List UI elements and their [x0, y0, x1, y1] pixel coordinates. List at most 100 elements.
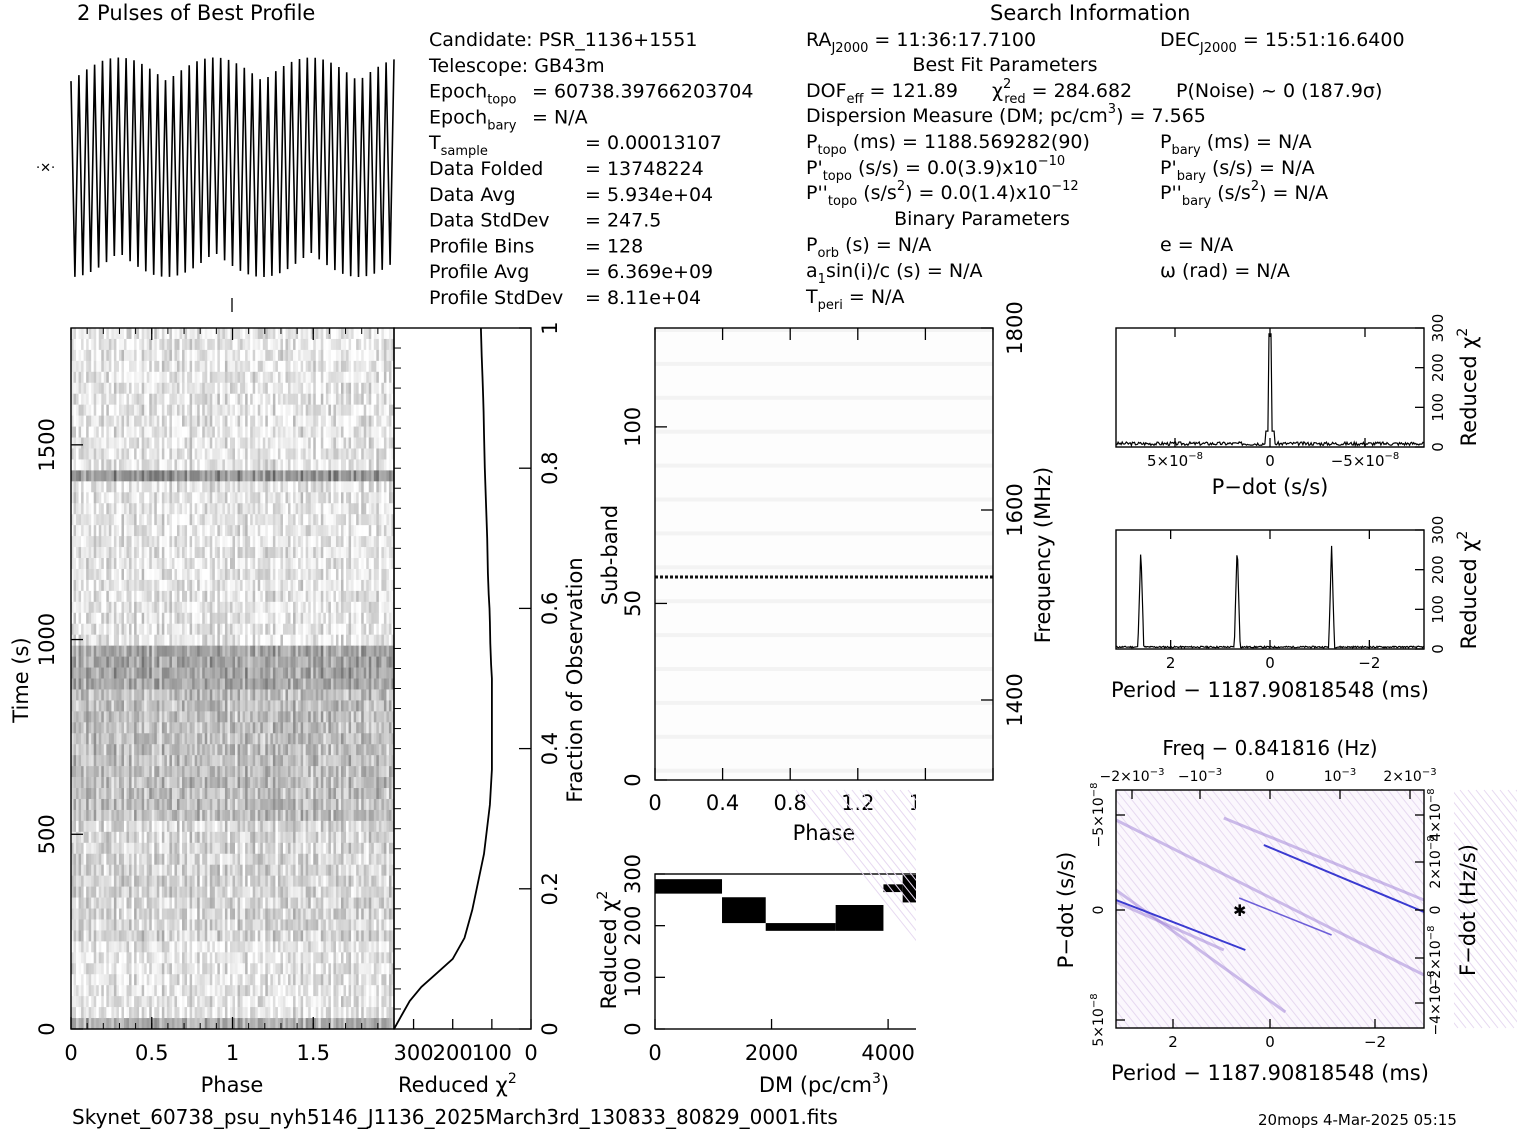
time-phase-cell [93, 459, 97, 471]
time-phase-cell [298, 645, 301, 657]
time-phase-cell [303, 371, 306, 384]
time-phase-cell [330, 656, 334, 668]
time-phase-cell [315, 349, 319, 362]
time-phase-cell [378, 558, 382, 570]
time-phase-cell [343, 448, 347, 460]
time-phase-cell [386, 536, 390, 548]
time-phase-cell [224, 470, 228, 482]
time-phase-cell [315, 503, 319, 515]
time-phase-cell [282, 678, 286, 690]
time-phase-cell [320, 514, 324, 526]
time-phase-cell [330, 612, 334, 625]
time-phase-cell [129, 623, 132, 635]
time-phase-cell [126, 645, 130, 657]
time-phase-cell [330, 470, 334, 482]
time-phase-cell [371, 700, 375, 712]
time-phase-cell [93, 536, 97, 548]
time-phase-cell [265, 360, 269, 373]
time-phase-cell [91, 711, 95, 723]
time-phase-cell [199, 481, 203, 493]
time-phase-cell [224, 481, 228, 493]
time-phase-cell [250, 514, 253, 526]
time-phase-cell [262, 492, 266, 504]
time-phase-cell [333, 689, 337, 701]
time-phase-cell [189, 667, 193, 679]
time-phase-cell [267, 525, 271, 537]
time-phase-cell [320, 338, 324, 351]
time-phase-cell [260, 328, 264, 340]
time-phase-cell [235, 612, 238, 625]
time-phase-cell [76, 481, 79, 493]
time-phase-cell [149, 371, 153, 384]
time-phase-cell [222, 656, 226, 668]
time-phase-cell [108, 525, 112, 537]
time-phase-cell [93, 579, 97, 592]
time-phase-cell [217, 722, 221, 734]
time-phase-cell [351, 492, 354, 504]
time-phase-cell [219, 514, 223, 526]
time-phase-cell [202, 382, 206, 395]
time-phase-cell [333, 579, 337, 592]
time-phase-cell [209, 590, 213, 603]
time-phase-cell [265, 612, 269, 625]
time-phase-cell [103, 371, 107, 384]
time-phase-cell [151, 360, 155, 373]
time-phase-cell [224, 612, 228, 625]
time-phase-cell [237, 558, 241, 570]
time-phase-cell [111, 579, 115, 592]
time-phase-cell [81, 459, 84, 471]
time-phase-cell [118, 393, 122, 405]
time-phase-cell [260, 733, 264, 745]
time-phase-cell [86, 656, 89, 668]
time-phase-cell [315, 525, 319, 537]
time-phase-cell [290, 349, 294, 362]
time-phase-cell [272, 492, 276, 504]
time-phase-cell [86, 525, 89, 537]
time-phase-cell [171, 514, 175, 526]
time-phase-cell [202, 547, 206, 559]
time-phase-cell [386, 371, 390, 384]
time-phase-cell [381, 645, 385, 657]
time-phase-cell [179, 338, 183, 351]
time-phase-cell [275, 744, 279, 756]
time-phase-cell [159, 700, 163, 712]
time-phase-cell [71, 426, 74, 438]
time-phase-cell [388, 349, 392, 362]
time-phase-cell [232, 558, 236, 570]
time-phase-cell [129, 481, 132, 493]
time-phase-cell [376, 525, 380, 537]
time-phase-cell [118, 568, 122, 581]
time-phase-cell [118, 744, 122, 756]
time-phase-cell [207, 503, 211, 515]
time-phase-cell [328, 459, 332, 471]
time-phase-cell [305, 349, 309, 362]
time-phase-cell [83, 328, 87, 340]
time-phase-cell [96, 525, 100, 537]
time-phase-cell [305, 568, 309, 581]
time-phase-cell [310, 492, 314, 504]
time-phase-cell [242, 601, 246, 614]
time-phase-cell [229, 371, 233, 384]
time-phase-cell [320, 470, 324, 482]
time-phase-cell [267, 437, 271, 449]
time-phase-cell [106, 426, 110, 438]
time-phase-cell [182, 612, 185, 625]
time-phase-cell [353, 601, 357, 614]
time-phase-cell [363, 623, 367, 635]
time-phase-cell [154, 426, 158, 438]
time-phase-cell [141, 547, 145, 559]
time-phase-cell [270, 349, 274, 362]
time-phase-cell [388, 382, 392, 395]
time-phase-cell [182, 448, 185, 460]
time-phase-cell [320, 393, 324, 405]
time-phase-cell [113, 722, 117, 734]
time-phase-cell [78, 338, 82, 351]
time-phase-cell [366, 328, 370, 340]
time-phase-cell [224, 579, 228, 592]
time-phase-cell [111, 678, 115, 690]
time-phase-cell [323, 514, 327, 526]
time-phase-cell [353, 558, 357, 570]
time-phase-cell [288, 404, 291, 416]
time-phase-cell [76, 525, 79, 537]
time-phase-cell [235, 470, 238, 482]
